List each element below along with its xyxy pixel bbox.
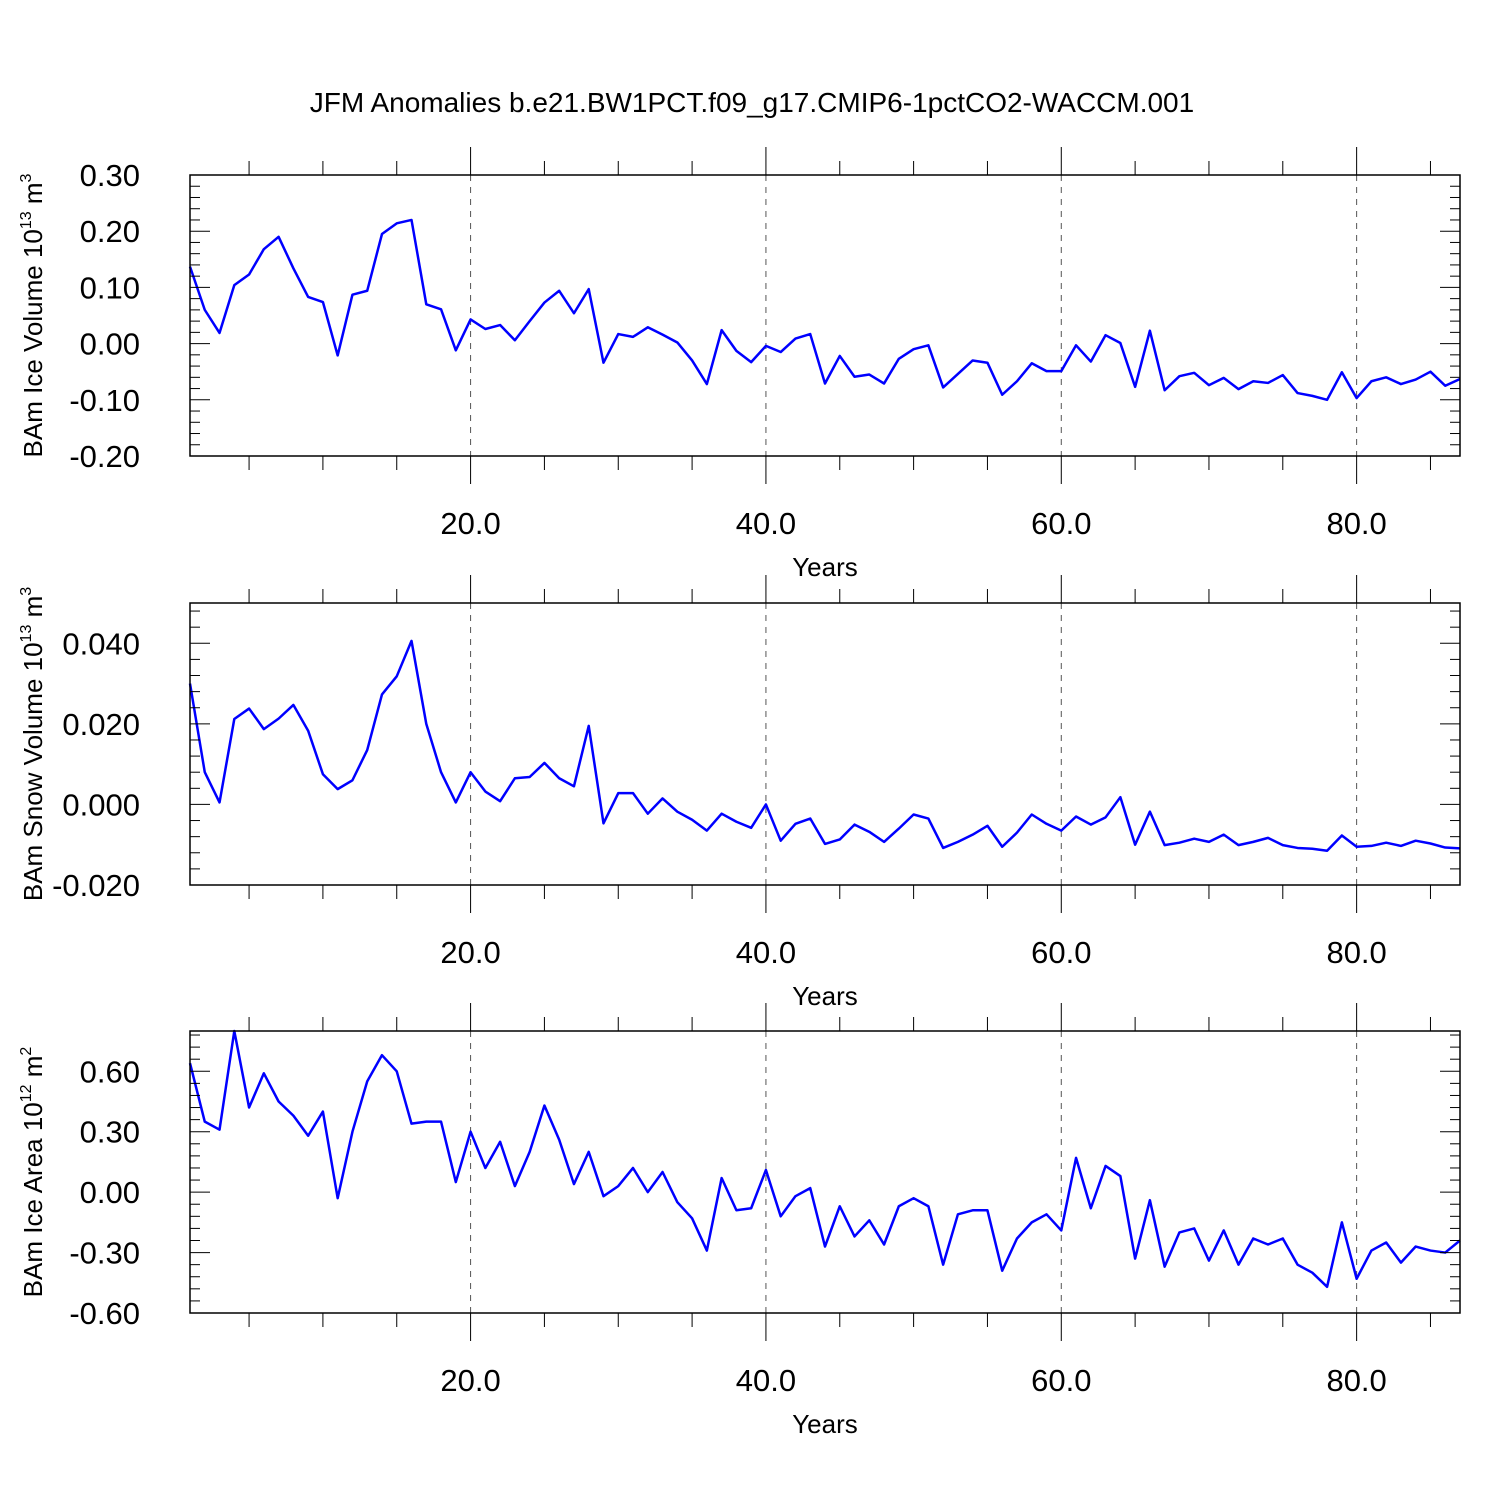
series-line (188, 218, 1461, 402)
x-tick-label: 80.0 (1326, 935, 1386, 970)
y-axis-label: BAm Ice Volume 1013 m3 (18, 173, 48, 457)
y-axis-label-unit-exponent: 2 (18, 1047, 35, 1056)
y-tick-label: 0.040 (62, 626, 140, 661)
y-axis-label-exponent: 12 (18, 1084, 35, 1102)
y-tick-label: 0.000 (62, 787, 140, 822)
y-tick-label: 0.020 (62, 707, 140, 742)
x-tick-label: 20.0 (440, 935, 500, 970)
y-axis-label-text: BAm Ice Volume 10 (18, 229, 48, 457)
series-line (188, 1029, 1461, 1289)
x-tick-label: 40.0 (736, 935, 796, 970)
x-tick-label: 60.0 (1031, 935, 1091, 970)
x-tick-label: 20.0 (440, 506, 500, 541)
y-tick-label: 0.60 (80, 1054, 140, 1089)
y-tick-label: 0.00 (80, 327, 140, 362)
chart-panel-2: -0.020 0.000 0.020 0.040 20.0 40.0 60.0 80.0 Yea… (18, 575, 1461, 1011)
plot-frame (189, 1030, 1461, 1314)
y-axis-label: BAm Ice Area 1012 m2 (18, 1047, 48, 1298)
y-axis-label-unit-exponent: 3 (18, 173, 35, 182)
series-line (188, 639, 1461, 853)
x-tick-label: 20.0 (440, 1363, 500, 1398)
y-axis-label-text: BAm Snow Volume 10 (18, 642, 48, 901)
y-tick-label: -0.10 (69, 383, 140, 418)
panels: -0.20 -0.10 0.00 0.10 0.20 0.30 20.0 40.0 60.0 80… (18, 147, 1461, 1439)
chart-panel-3: -0.60 -0.30 0.00 0.30 0.60 20.0 40.0 60.0 80.0 Ye… (18, 1003, 1461, 1439)
x-tick-label: 40.0 (736, 1363, 796, 1398)
chart-panel-1: -0.20 -0.10 0.00 0.10 0.20 0.30 20.0 40.0 60.0 80… (18, 147, 1461, 582)
y-tick-label: -0.20 (69, 439, 140, 474)
y-tick-label: 0.30 (80, 158, 140, 193)
y-axis-label-unit: m (18, 1056, 48, 1085)
plot-frame (189, 602, 1461, 886)
x-tick-label: 80.0 (1326, 1363, 1386, 1398)
x-axis-label: Years (792, 1409, 858, 1439)
y-tick-label: -0.60 (69, 1296, 140, 1331)
figure-title: JFM Anomalies b.e21.BW1PCT.f09_g17.CMIP6… (310, 87, 1194, 118)
y-axis-label-unit-exponent: 3 (18, 587, 35, 596)
x-tick-label: 60.0 (1031, 506, 1091, 541)
x-axis-label: Years (792, 552, 858, 582)
y-tick-label: 0.00 (80, 1175, 140, 1210)
x-tick-label: 80.0 (1326, 506, 1386, 541)
y-tick-label: 0.20 (80, 214, 140, 249)
x-tick-label: 60.0 (1031, 1363, 1091, 1398)
x-tick-label: 40.0 (736, 506, 796, 541)
plot-frame (189, 174, 1461, 457)
y-axis-label-unit: m (18, 596, 48, 625)
y-tick-label: 0.10 (80, 270, 140, 305)
y-tick-label: -0.30 (69, 1236, 140, 1271)
x-axis-label: Years (792, 981, 858, 1011)
y-tick-label: 0.30 (80, 1115, 140, 1150)
y-axis-label-unit: m (18, 182, 48, 211)
y-axis-label-exponent: 13 (18, 625, 35, 643)
y-axis-label-exponent: 13 (18, 211, 35, 229)
y-axis-label-text: BAm Ice Area 10 (18, 1102, 48, 1297)
y-axis-label: BAm Snow Volume 1013 m3 (18, 587, 48, 901)
y-tick-label: -0.020 (52, 868, 140, 903)
